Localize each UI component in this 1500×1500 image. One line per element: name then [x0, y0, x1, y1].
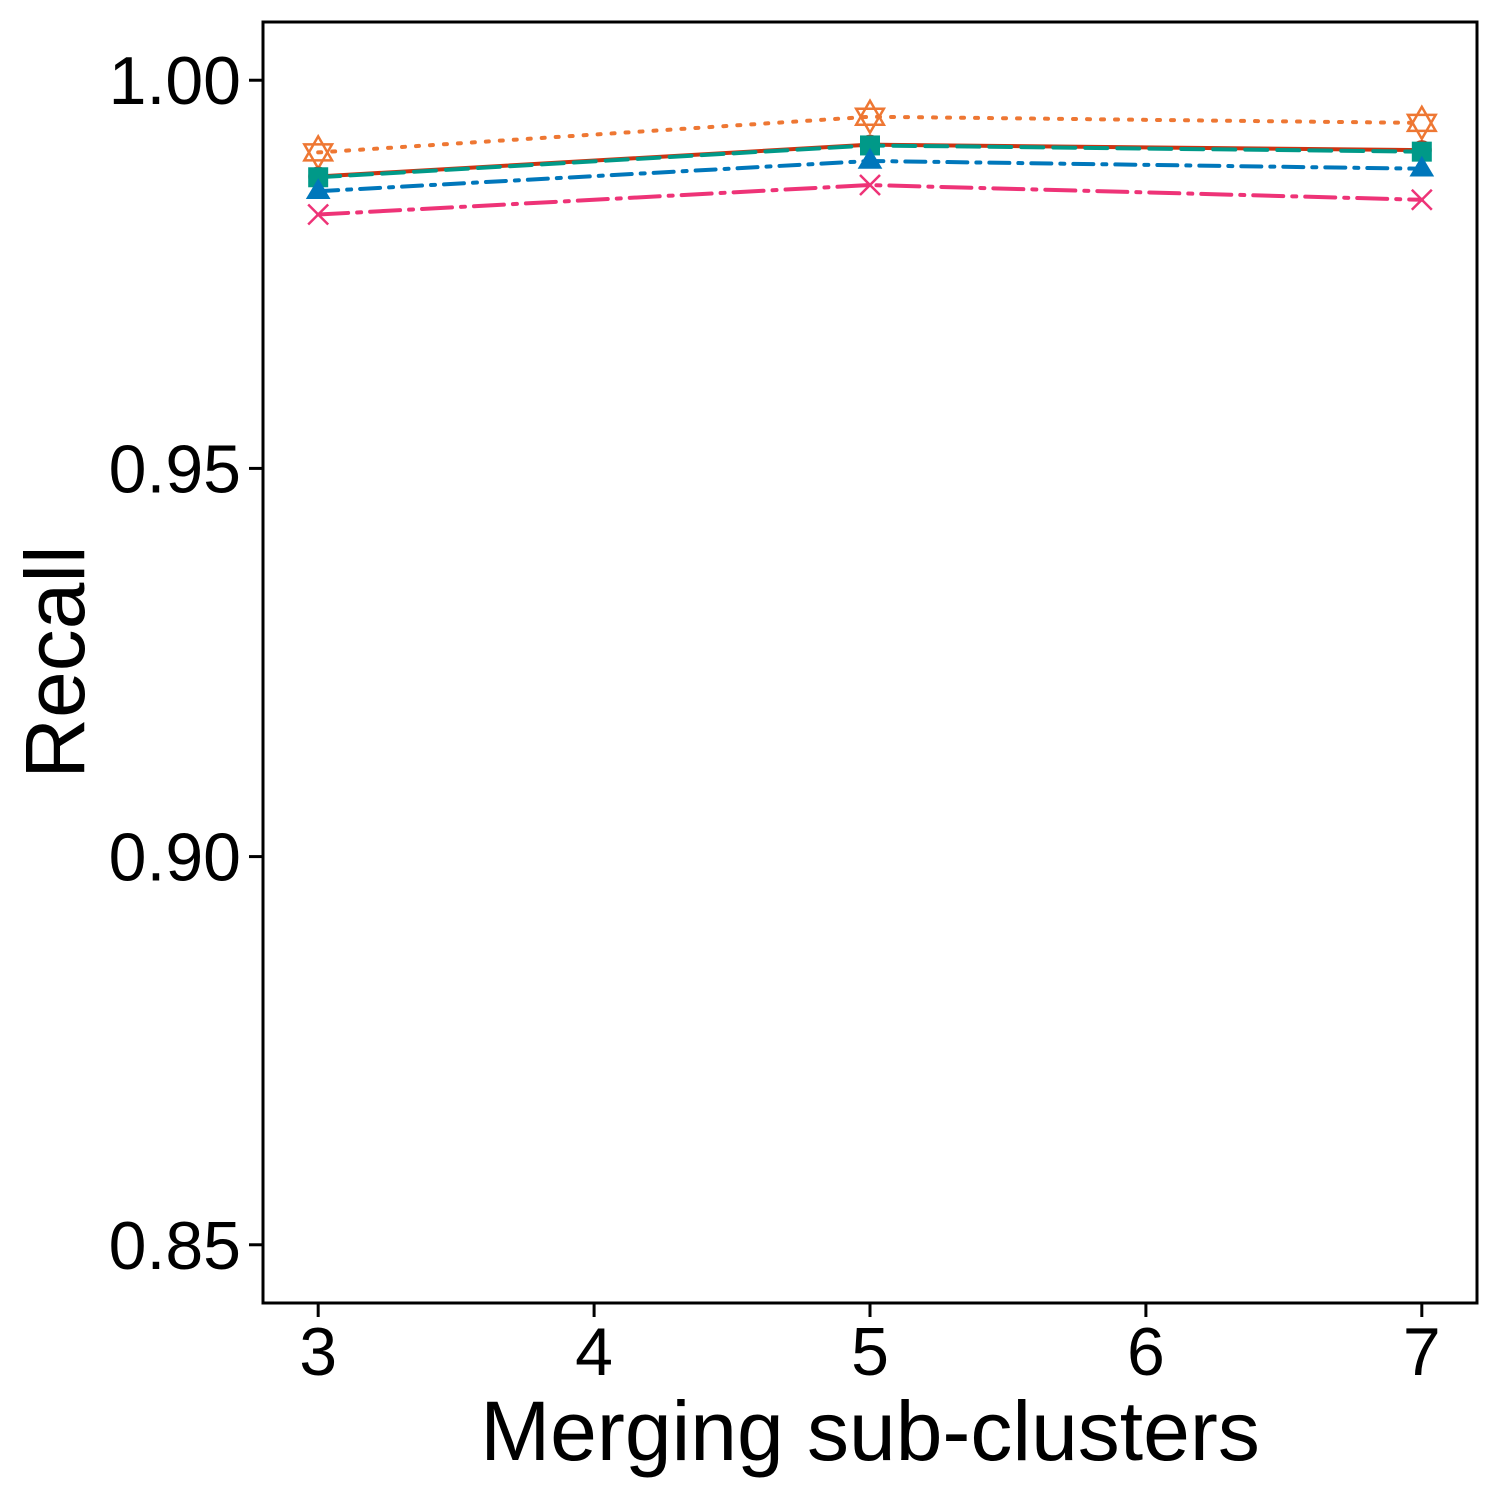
y-axis: 0.85 0.90 0.95 1.00: [109, 43, 263, 1284]
y-tick-label: 0.85: [109, 1208, 241, 1284]
x-tick-label: 6: [1127, 1314, 1165, 1390]
series-5: [307, 174, 1433, 226]
data-point-marker: [307, 203, 330, 226]
series-4: [305, 147, 1435, 200]
series-line: [316, 183, 1424, 217]
data-point-marker: [302, 133, 335, 162]
data-point-marker: [857, 147, 883, 169]
data-point-marker: [860, 135, 880, 156]
series-1: [302, 98, 1438, 171]
plot-panel-border: [261, 20, 1479, 1305]
y-axis-title: Recall: [8, 545, 102, 778]
series-3: [308, 135, 1432, 188]
data-point-marker: [1411, 141, 1432, 162]
data-point-marker: [1409, 155, 1435, 177]
data-point-marker: [305, 178, 331, 200]
series-line: [316, 114, 1424, 155]
x-tick-label: 7: [1403, 1314, 1441, 1390]
data-point-marker: [1405, 104, 1438, 133]
y-tick-label: 1.00: [109, 43, 241, 119]
data-point-marker: [1405, 113, 1438, 142]
series-layer: [302, 98, 1438, 226]
data-point-marker: [308, 167, 329, 188]
data-point-marker: [302, 143, 335, 171]
x-tick-label: 3: [299, 1314, 337, 1390]
x-axis-title: Merging sub-clusters: [480, 1384, 1260, 1478]
data-point-marker: [853, 107, 887, 136]
x-tick-label: 4: [575, 1314, 613, 1390]
data-point-marker: [1410, 188, 1433, 211]
y-tick-label: 0.90: [109, 820, 241, 896]
x-tick-label: 5: [851, 1314, 889, 1390]
data-point-marker: [853, 98, 887, 126]
y-tick-label: 0.95: [109, 431, 241, 507]
data-point-marker: [859, 174, 881, 196]
x-axis: 3 4 5 6 7: [299, 1303, 1441, 1390]
